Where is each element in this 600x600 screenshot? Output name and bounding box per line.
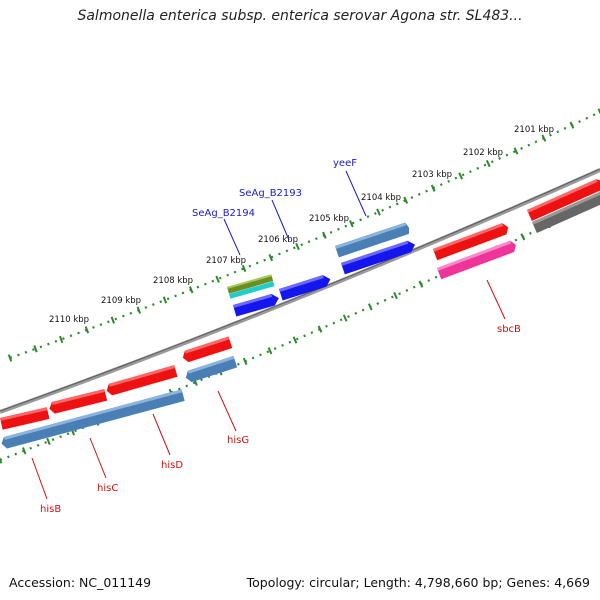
ruler-tick <box>136 306 142 314</box>
gene-arrow-SeAg_B2193[interactable] <box>279 273 332 301</box>
ruler-tick <box>189 286 194 294</box>
genome-title: Salmonella enterica subsp. enterica sero… <box>77 8 523 24</box>
outer-ruler-dots <box>9 111 600 360</box>
ruler-tick <box>317 325 323 333</box>
backbone-highlight <box>0 168 600 412</box>
leader-hisG <box>217 390 237 432</box>
kbp-label-2109: 2109 kbp <box>101 296 141 306</box>
kbp-label-2101: 2101 kbp <box>514 125 554 135</box>
ruler-tick <box>162 296 168 304</box>
ruler-tick <box>597 108 600 115</box>
kbp-label-2102: 2102 kbp <box>463 148 503 158</box>
leader-SeAg_B2194 <box>223 218 241 256</box>
gene-label-SeAg_B2194[interactable]: SeAg_B2194 <box>192 208 255 219</box>
gene-arrow-gray-right[interactable] <box>532 189 600 233</box>
gene-label-sbcB[interactable]: sbcB <box>497 324 521 335</box>
gene-arrow-red-right[interactable] <box>527 177 600 221</box>
leader-SeAg_B2193 <box>271 199 290 241</box>
kbp-label-2108: 2108 kbp <box>153 276 193 286</box>
ruler-tick <box>110 316 115 324</box>
kbp-label-2105: 2105 kbp <box>309 214 349 224</box>
ruler-tick <box>268 253 274 262</box>
gene-arrow-hisB-red[interactable] <box>0 407 50 430</box>
outer-ruler-ticks <box>7 108 600 362</box>
ruler-tick <box>59 335 64 344</box>
gene-arrow-hisC-red[interactable] <box>48 388 108 415</box>
kbp-label-2110: 2110 kbp <box>49 315 89 325</box>
leader-sbcB <box>486 279 506 320</box>
gene-arrow-blue-1[interactable] <box>341 239 417 275</box>
ruler-tick <box>322 231 327 239</box>
kbp-label-2104: 2104 kbp <box>361 193 401 203</box>
gene-arrow-yeeF[interactable] <box>335 222 411 258</box>
leader-hisC <box>89 437 107 479</box>
ruler-tick <box>513 147 519 155</box>
gene-arrow-red-2[interactable] <box>433 222 510 261</box>
leader-hisB <box>31 457 48 500</box>
leader-yeeF <box>345 170 367 217</box>
ruler-tick <box>46 437 51 446</box>
ruler-tick <box>367 303 373 311</box>
ruler-tick <box>33 345 38 353</box>
ruler-tick <box>376 208 381 216</box>
ruler-tick <box>418 280 424 288</box>
ruler-tick <box>520 233 526 241</box>
ruler-tick <box>84 326 90 334</box>
ruler-tick <box>292 336 298 344</box>
gene-arrow-his-operon-blue[interactable] <box>0 389 185 449</box>
ruler-tick <box>569 121 575 129</box>
gene-arrow-hisG-red[interactable] <box>181 336 233 364</box>
gene-label-yeeF[interactable]: yeeF <box>333 158 357 169</box>
kbp-label-2103: 2103 kbp <box>412 170 452 180</box>
ruler-tick <box>267 347 273 355</box>
ruler-tick <box>295 242 300 251</box>
gene-label-hisB[interactable]: hisB <box>40 504 61 515</box>
ruler-tick <box>241 264 247 273</box>
ruler-tick <box>393 291 398 300</box>
gene-arrow-SeAg_B2194-olive[interactable] <box>227 274 274 294</box>
ruler-tick <box>342 314 348 322</box>
kbp-label-2106: 2106 kbp <box>258 235 298 245</box>
kbp-label-2107: 2107 kbp <box>206 256 246 266</box>
ruler-tick <box>22 447 27 455</box>
gene-arrow-hisD-red[interactable] <box>105 365 178 396</box>
gene-label-SeAg_B2193[interactable]: SeAg_B2193 <box>239 188 302 199</box>
gene-arrow-hisG-blue[interactable] <box>184 355 238 383</box>
ruler-tick <box>458 172 463 180</box>
ruler-tick <box>485 159 491 168</box>
gene-label-hisC[interactable]: hisC <box>97 483 118 494</box>
genome-summary-text: Topology: circular; Length: 4,798,660 bp… <box>246 575 590 590</box>
ruler-tick <box>0 457 3 464</box>
accession-text: Accession: NC_011149 <box>9 575 152 590</box>
gene-label-hisG[interactable]: hisG <box>227 435 249 446</box>
ruler-tick <box>242 357 248 366</box>
ruler-tick <box>7 354 13 362</box>
ruler-tick <box>349 220 354 228</box>
gene-arrow-SeAg_B2194-cyan[interactable] <box>229 281 275 299</box>
leader-hisD <box>152 413 171 456</box>
backbone-line <box>0 168 600 414</box>
ruler-tick <box>430 184 436 192</box>
gene-label-hisD[interactable]: hisD <box>161 460 183 471</box>
ruler-tick <box>215 275 220 283</box>
gene-arrow-SeAg_B2194-blue[interactable] <box>233 292 281 317</box>
ruler-tick <box>403 196 409 204</box>
ruler-tick <box>541 134 547 142</box>
gene-arrow-sbcB[interactable] <box>437 239 518 280</box>
